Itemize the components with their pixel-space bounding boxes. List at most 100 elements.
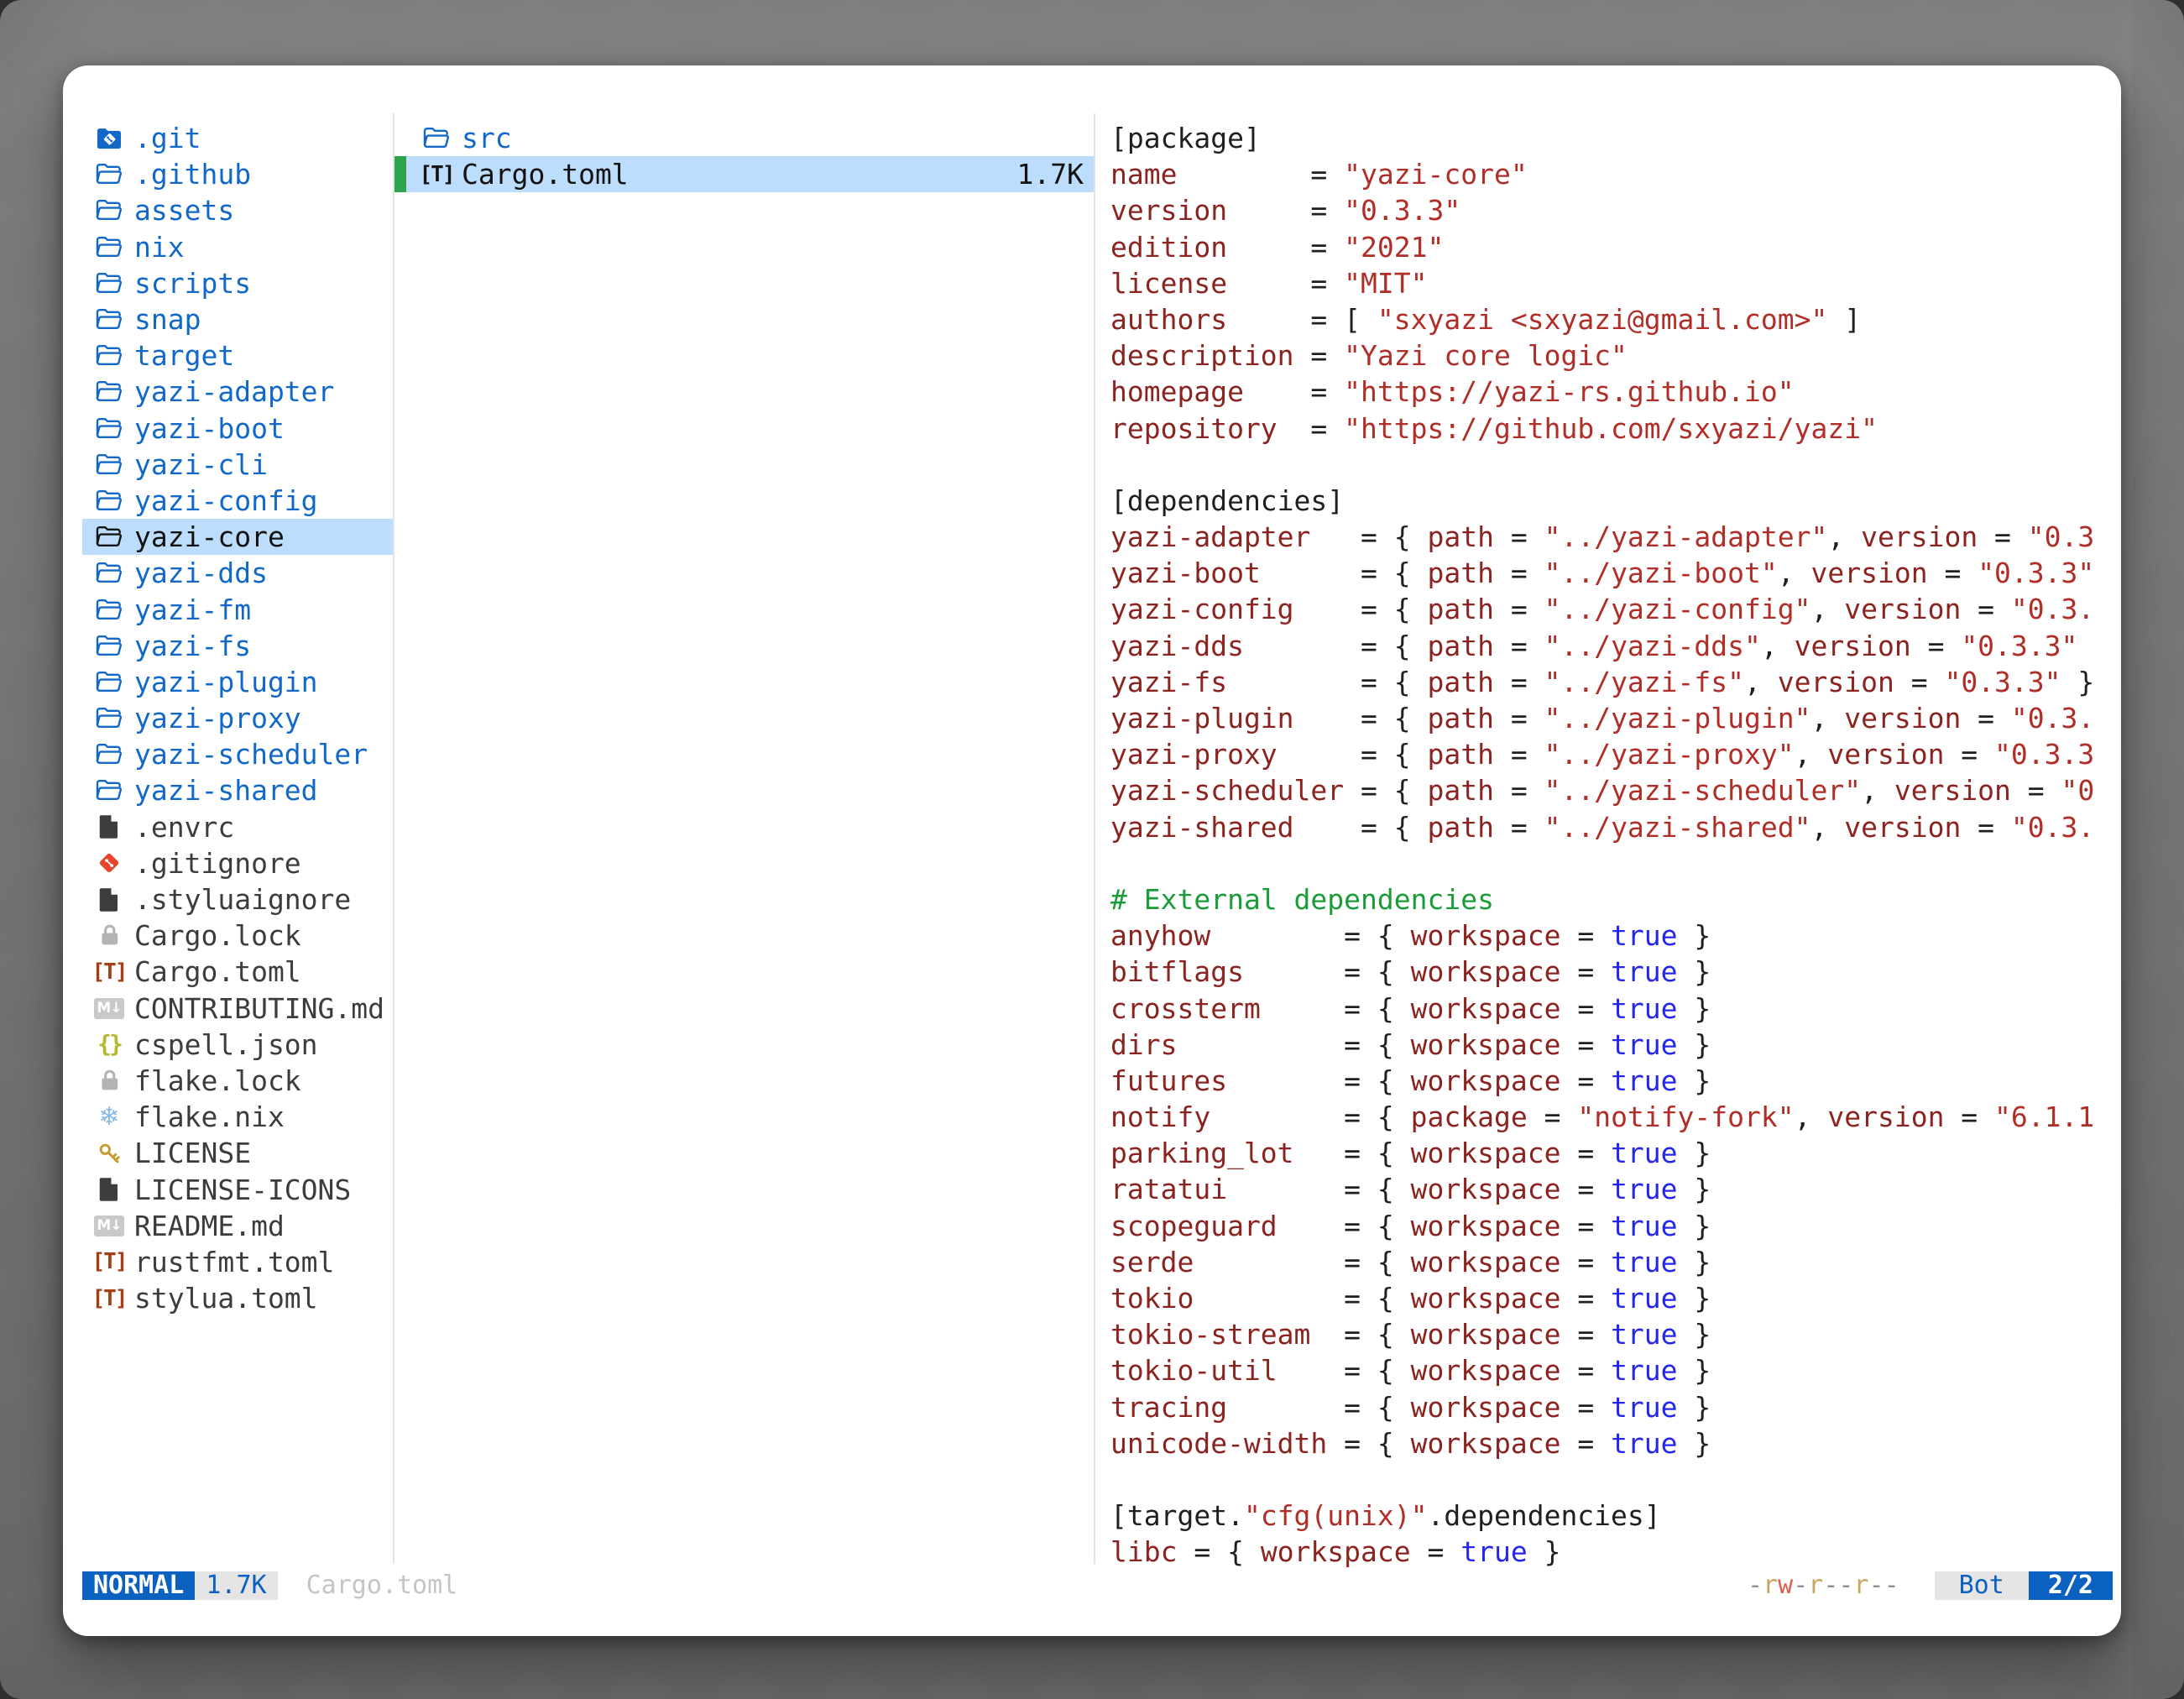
parent-item-stylua.toml[interactable]: [T] stylua.toml bbox=[82, 1280, 393, 1316]
preview-token: unicode-width bbox=[1110, 1426, 1345, 1460]
preview-line-24: bitflags = { workspace = true } bbox=[1110, 954, 2109, 990]
preview-token: "../yazi-dds" bbox=[1544, 629, 1761, 662]
preview-token: homepage bbox=[1110, 375, 1311, 409]
parent-item-.github[interactable]: .github bbox=[82, 156, 393, 192]
parent-item-rustfmt.toml[interactable]: [T] rustfmt.toml bbox=[82, 1244, 393, 1280]
preview-token: version bbox=[1794, 629, 1911, 662]
preview-token: } bbox=[1677, 1282, 1711, 1315]
preview-line-26: dirs = { workspace = true } bbox=[1110, 1027, 2109, 1063]
preview-token: = { bbox=[1361, 810, 1428, 844]
preview-token: = bbox=[1560, 955, 1612, 989]
parent-item-yazi-fm[interactable]: yazi-fm bbox=[82, 591, 393, 627]
current-item-Cargo.toml[interactable]: [T] Cargo.toml 1.7K bbox=[394, 156, 1094, 193]
preview-token: "../yazi-boot" bbox=[1544, 557, 1778, 590]
preview-token: ] bbox=[1827, 302, 1862, 336]
parent-item-README.md[interactable]: M↓ README.md bbox=[82, 1208, 393, 1244]
preview-token: = bbox=[1493, 702, 1544, 734]
file-icon bbox=[94, 1177, 124, 1202]
parent-item-scripts[interactable]: scripts bbox=[82, 265, 393, 301]
preview-token: path bbox=[1427, 520, 1494, 554]
preview-token: "0.3. bbox=[2010, 702, 2095, 734]
preview-token: = bbox=[1961, 593, 2011, 626]
parent-item-CONTRIBUTING.md[interactable]: M↓ CONTRIBUTING.md bbox=[82, 991, 393, 1027]
current-item-src[interactable]: src bbox=[394, 120, 1094, 156]
parent-item-LICENSE[interactable]: LICENSE bbox=[82, 1135, 393, 1171]
status-bar: NORMAL 1.7K Cargo.toml -rw-r--r-- Bot 2/… bbox=[82, 1571, 2113, 1600]
parent-item-yazi-shared[interactable]: yazi-shared bbox=[82, 772, 393, 808]
parent-item-Cargo.lock[interactable]: Cargo.lock bbox=[82, 917, 393, 954]
parent-item-.gitignore[interactable]: .gitignore bbox=[82, 845, 393, 881]
preview-token: "0.3.3 bbox=[1994, 738, 2095, 771]
toml-icon: [T] bbox=[91, 1285, 128, 1311]
preview-token: = bbox=[1310, 375, 1345, 409]
parent-item-Cargo.toml[interactable]: [T] Cargo.toml bbox=[82, 954, 393, 990]
parent-item-flake.nix[interactable]: ❄ flake.nix bbox=[82, 1099, 393, 1135]
parent-item-LICENSE-ICONS[interactable]: LICENSE-ICONS bbox=[82, 1171, 393, 1207]
parent-item-yazi-proxy[interactable]: yazi-proxy bbox=[82, 700, 393, 736]
parent-item-yazi-scheduler[interactable]: yazi-scheduler bbox=[82, 736, 393, 772]
preview-token: true bbox=[1460, 1535, 1528, 1569]
preview-token: = bbox=[1560, 1390, 1612, 1424]
preview-token: = bbox=[1410, 1535, 1461, 1569]
parent-item-yazi-adapter[interactable]: yazi-adapter bbox=[82, 374, 393, 410]
preview-token: name bbox=[1110, 158, 1311, 191]
preview-token: tokio bbox=[1110, 1282, 1345, 1315]
status-left-group: NORMAL 1.7K Cargo.toml bbox=[82, 1571, 457, 1600]
preview-token: path bbox=[1427, 702, 1494, 734]
item-label: snap bbox=[134, 303, 201, 337]
mode-indicator-badge: NORMAL bbox=[82, 1571, 196, 1600]
parent-item-.envrc[interactable]: .envrc bbox=[82, 809, 393, 845]
preview-line-17: yazi-plugin = { path = "../yazi-plugin",… bbox=[1110, 700, 2109, 736]
preview-token: } bbox=[1677, 1318, 1711, 1351]
preview-token: = bbox=[1560, 1282, 1612, 1315]
preview-token: workspace bbox=[1410, 991, 1561, 1025]
preview-token: "0.3.3" bbox=[1944, 665, 2061, 698]
parent-item-cspell.json[interactable]: {} cspell.json bbox=[82, 1027, 393, 1063]
parent-item-.styluaignore[interactable]: .styluaignore bbox=[82, 881, 393, 917]
parent-item-yazi-config[interactable]: yazi-config bbox=[82, 483, 393, 519]
permission-char: - bbox=[1823, 1571, 1839, 1600]
preview-token: } bbox=[2061, 665, 2095, 698]
preview-token: path bbox=[1427, 738, 1494, 771]
parent-item-assets[interactable]: assets bbox=[82, 192, 393, 228]
folder-icon bbox=[94, 599, 124, 621]
parent-item-snap[interactable]: snap bbox=[82, 301, 393, 337]
item-label: yazi-shared bbox=[134, 774, 318, 808]
preview-token: = { bbox=[1344, 1137, 1411, 1170]
preview-token: path bbox=[1427, 665, 1494, 698]
parent-item-yazi-boot[interactable]: yazi-boot bbox=[82, 410, 393, 447]
preview-token: yazi-shared bbox=[1110, 810, 1361, 844]
parent-item-yazi-dds[interactable]: yazi-dds bbox=[82, 555, 393, 591]
permission-char: - bbox=[1868, 1571, 1884, 1600]
parent-item-yazi-plugin[interactable]: yazi-plugin bbox=[82, 664, 393, 700]
parent-item-yazi-cli[interactable]: yazi-cli bbox=[82, 447, 393, 483]
preview-token: } bbox=[1677, 919, 1711, 953]
preview-line-30: ratatui = { workspace = true } bbox=[1110, 1171, 2109, 1207]
preview-token: "0.3.3" bbox=[1344, 194, 1461, 227]
folder-icon bbox=[94, 199, 124, 222]
preview-token: = { bbox=[1361, 702, 1428, 734]
preview-token: = { bbox=[1361, 557, 1428, 590]
preview-token: "../yazi-adapter" bbox=[1544, 520, 1828, 554]
file-preview-pane[interactable]: [package] name = "yazi-core" version = "0.… bbox=[1110, 120, 2109, 1571]
preview-line-18: yazi-proxy = { path = "../yazi-proxy", v… bbox=[1110, 736, 2109, 772]
preview-token: workspace bbox=[1410, 1354, 1561, 1388]
preview-token: = { bbox=[1344, 1354, 1411, 1388]
preview-token: = { bbox=[1344, 1390, 1411, 1424]
parent-item-.git[interactable]: .git bbox=[82, 120, 393, 156]
preview-token: true bbox=[1611, 991, 1678, 1025]
preview-token: version bbox=[1894, 774, 2011, 808]
preview-token: true bbox=[1611, 1318, 1678, 1351]
preview-line-7: description = "Yazi core logic" bbox=[1110, 337, 2109, 374]
preview-token: true bbox=[1611, 1064, 1678, 1097]
parent-item-nix[interactable]: nix bbox=[82, 229, 393, 265]
preview-token: = bbox=[1560, 1064, 1612, 1097]
preview-token: = bbox=[1961, 810, 2011, 844]
item-size: 1.7K bbox=[1016, 158, 1084, 191]
preview-token: , bbox=[1810, 702, 1845, 734]
preview-token: = { bbox=[1344, 1027, 1411, 1061]
parent-item-yazi-core[interactable]: yazi-core bbox=[82, 519, 393, 556]
parent-item-flake.lock[interactable]: flake.lock bbox=[82, 1063, 393, 1099]
parent-item-target[interactable]: target bbox=[82, 337, 393, 374]
parent-item-yazi-fs[interactable]: yazi-fs bbox=[82, 628, 393, 664]
